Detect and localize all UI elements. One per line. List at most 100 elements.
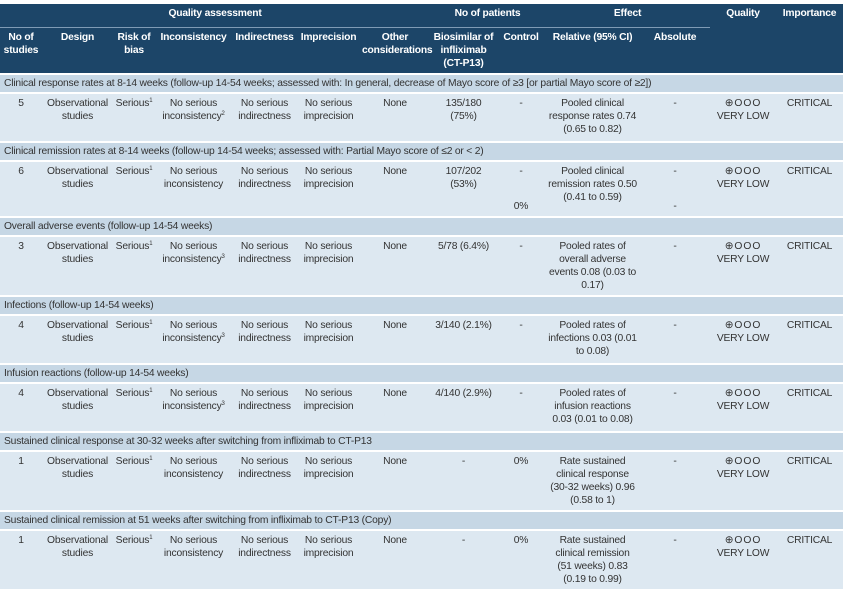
risk-cell: Serious1 — [113, 314, 155, 364]
quality-text: VERY LOW — [716, 469, 770, 480]
absolute-cell: - — [640, 450, 711, 511]
biosimilar-cell: 5/78 (6.4%) — [430, 235, 497, 296]
quality-cell: ⊕OOO VERY LOW — [710, 160, 777, 217]
footnote-ref: 1 — [149, 535, 153, 541]
importance-cell: CRITICAL — [776, 314, 843, 364]
quality-rating-icon: ⊕OOO — [724, 388, 762, 399]
importance-cell: CRITICAL — [776, 450, 843, 511]
biosimilar-cell-text: 3/140 (2.1%) — [435, 320, 492, 331]
risk-text: Serious — [115, 535, 150, 546]
studies-cell: 5 — [0, 92, 42, 142]
quality-rating-icon: ⊕OOO — [724, 98, 762, 109]
relative-cell-text: Pooled clinical response rates 0.74 (0.6… — [548, 98, 637, 135]
relative-cell: Rate sustained clinical remission (51 we… — [545, 529, 641, 589]
risk-cell: Serious1 — [113, 235, 155, 296]
design-cell: Observational studies — [42, 235, 113, 296]
design-cell: Observational studies — [42, 92, 113, 142]
outcome-title: Sustained clinical remission at 51 weeks… — [0, 510, 843, 530]
biosimilar-cell-text: - — [461, 456, 466, 467]
imprecision-cell: No serious imprecision — [297, 529, 360, 589]
relative-cell-text: Pooled clinical remission rates 0.50 (0.… — [548, 166, 637, 203]
absolute-text: - — [673, 388, 677, 399]
outcome-title: Clinical response rates at 8-14 weeks (f… — [0, 73, 843, 93]
inconsistency-cell: No serious inconsistency3 — [155, 382, 232, 432]
quality-assessment-header: Quality assessment — [0, 4, 430, 28]
biosimilar-cell: 3/140 (2.1%) — [430, 314, 497, 364]
biosimilar-cell: 4/140 (2.9%) — [430, 382, 497, 432]
biosimilar-cell-text: - — [461, 535, 466, 546]
outcome-title: Sustained clinical response at 30-32 wee… — [0, 431, 843, 451]
imprecision-cell-text: No serious imprecision — [303, 535, 354, 559]
indirectness-cell: No serious indirectness — [232, 92, 297, 142]
risk-text: Serious — [115, 320, 150, 331]
studies-cell-text: 4 — [18, 388, 24, 399]
absolute-text-2: - — [673, 201, 677, 212]
design-cell-text: Observational studies — [47, 241, 108, 265]
control-text: - — [519, 320, 523, 331]
absolute-text: - — [673, 320, 677, 331]
inconsistency-text: No serious inconsistency — [162, 241, 222, 265]
absolute-cell: - — [640, 235, 711, 296]
design-cell: Observational studies — [42, 529, 113, 589]
imprecision-cell: No serious imprecision — [297, 450, 360, 511]
imprecision-cell-text: No serious imprecision — [303, 241, 354, 265]
table-row: 6 Observational studies Serious1 No serious… — [0, 160, 843, 217]
inconsistency-cell: No serious inconsistency3 — [155, 235, 232, 296]
biosimilar-cell-text: 107/202 (53%) — [445, 166, 482, 190]
table-row: 5 Observational studies Serious1 No serious… — [0, 92, 843, 142]
risk-of-bias-column-header: Risk of bias — [113, 27, 155, 74]
studies-cell-text: 3 — [18, 241, 24, 252]
indirectness-cell-text: No serious indirectness — [238, 535, 291, 559]
grade-evidence-table: Quality assessment No of patients Effect… — [0, 4, 843, 589]
inconsistency-text: No serious inconsistency — [162, 388, 222, 412]
quality-text: VERY LOW — [716, 333, 770, 344]
footnote-ref: 3 — [221, 254, 225, 260]
quality-text: VERY LOW — [716, 548, 770, 559]
relative-column-header: Relative (95% CI) — [545, 27, 641, 74]
relative-cell-text: Rate sustained clinical remission (51 we… — [555, 535, 630, 585]
importance-cell-text: CRITICAL — [786, 388, 833, 399]
quality-header: Quality — [710, 4, 777, 74]
studies-cell-text: 4 — [18, 320, 24, 331]
footnote-ref: 3 — [221, 333, 225, 339]
biosimilar-column-header: Biosimilar of infliximab (CT-P13) — [430, 27, 497, 74]
risk-text: Serious — [115, 388, 150, 399]
control-cell: - — [497, 382, 546, 432]
table-row: 1 Observational studies Serious1 No serious… — [0, 529, 843, 589]
quality-rating-icon: ⊕OOO — [724, 320, 762, 331]
design-cell: Observational studies — [42, 450, 113, 511]
indirectness-cell-text: No serious indirectness — [238, 456, 291, 480]
outcome-title: Infusion reactions (follow-up 14-54 week… — [0, 363, 843, 383]
risk-text: Serious — [115, 166, 150, 177]
risk-cell: Serious1 — [113, 92, 155, 142]
relative-cell: Rate sustained clinical response (30-32 … — [545, 450, 641, 511]
other-considerations-column-header: Other considerations — [360, 27, 433, 74]
other-cell: None — [360, 450, 430, 511]
footnote-ref: 1 — [149, 98, 153, 104]
other-cell-text: None — [383, 535, 407, 546]
importance-cell-text: CRITICAL — [786, 166, 833, 177]
studies-cell: 1 — [0, 450, 42, 511]
importance-cell: CRITICAL — [776, 529, 843, 589]
design-column-header: Design — [42, 27, 113, 74]
other-cell-text: None — [383, 388, 407, 399]
other-cell: None — [360, 160, 430, 217]
other-cell: None — [360, 92, 430, 142]
no-of-patients-header: No of patients — [430, 4, 546, 28]
quality-cell: ⊕OOO VERY LOW — [710, 382, 777, 432]
quality-cell: ⊕OOO VERY LOW — [710, 529, 777, 589]
relative-cell: Pooled rates of infections 0.03 (0.01 to… — [545, 314, 641, 364]
studies-cell-text: 1 — [18, 456, 24, 467]
inconsistency-text: No serious inconsistency — [162, 98, 222, 122]
outcome-title: Infections (follow-up 14-54 weeks) — [0, 295, 843, 315]
design-cell-text: Observational studies — [47, 388, 108, 412]
absolute-column-header: Absolute — [640, 27, 711, 74]
quality-rating-icon: ⊕OOO — [724, 241, 762, 252]
absolute-text: - — [673, 535, 677, 546]
risk-cell: Serious1 — [113, 450, 155, 511]
indirectness-cell-text: No serious indirectness — [238, 98, 291, 122]
biosimilar-cell: 107/202 (53%) — [430, 160, 497, 217]
quality-cell: ⊕OOO VERY LOW — [710, 314, 777, 364]
control-cell: - — [497, 92, 546, 142]
biosimilar-cell-text: 135/180 (75%) — [445, 98, 482, 122]
